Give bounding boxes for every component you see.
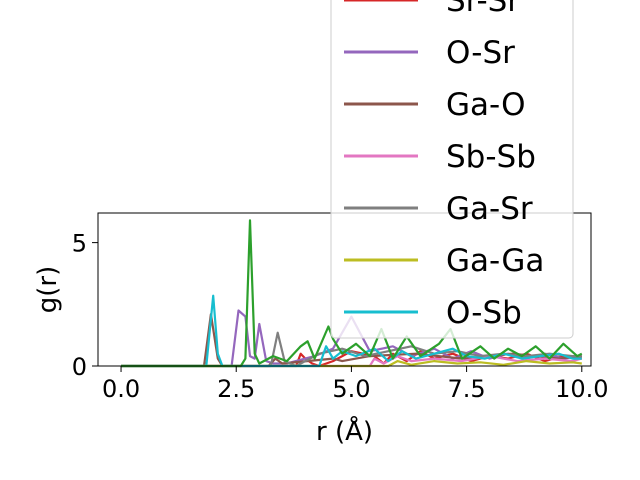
x-tick-label: 0.0 <box>102 375 140 403</box>
series-line-sb-sb <box>121 355 583 368</box>
legend-label: O-Sb <box>446 295 522 331</box>
legend-label: Sb-Sb <box>446 139 536 175</box>
legend-label: Ga-Ga <box>446 243 544 279</box>
x-axis-label: r (Å) <box>316 415 373 447</box>
legend-frame <box>330 0 574 339</box>
series-line-ga-ga <box>121 360 582 368</box>
legend-label: Ga-Sr <box>446 191 533 227</box>
legend-label: O-Sr <box>446 35 515 71</box>
axes: 0.0 2.5 5.0 7.5 10.0 0 5 r (Å) g(r) <box>33 212 609 447</box>
legend-label: Ga-O <box>446 87 525 123</box>
legend: Sr-Sr O-Sr Ga-O Sb-Sb Ga-Sr Ga-Ga O-Sb <box>330 0 574 339</box>
y-tick-label: 0 <box>72 353 87 381</box>
x-tick-label: 7.5 <box>448 375 486 403</box>
plot-lines <box>121 219 583 368</box>
y-tick-label: 5 <box>72 230 87 258</box>
x-tick-label: 10.0 <box>555 375 608 403</box>
x-tick-label: 2.5 <box>217 375 255 403</box>
x-tick-label: 5.0 <box>332 375 370 403</box>
y-axis-label: g(r) <box>33 266 63 313</box>
series-line-unlabeled-7 <box>121 219 583 368</box>
legend-label: Sr-Sr <box>446 0 520 19</box>
